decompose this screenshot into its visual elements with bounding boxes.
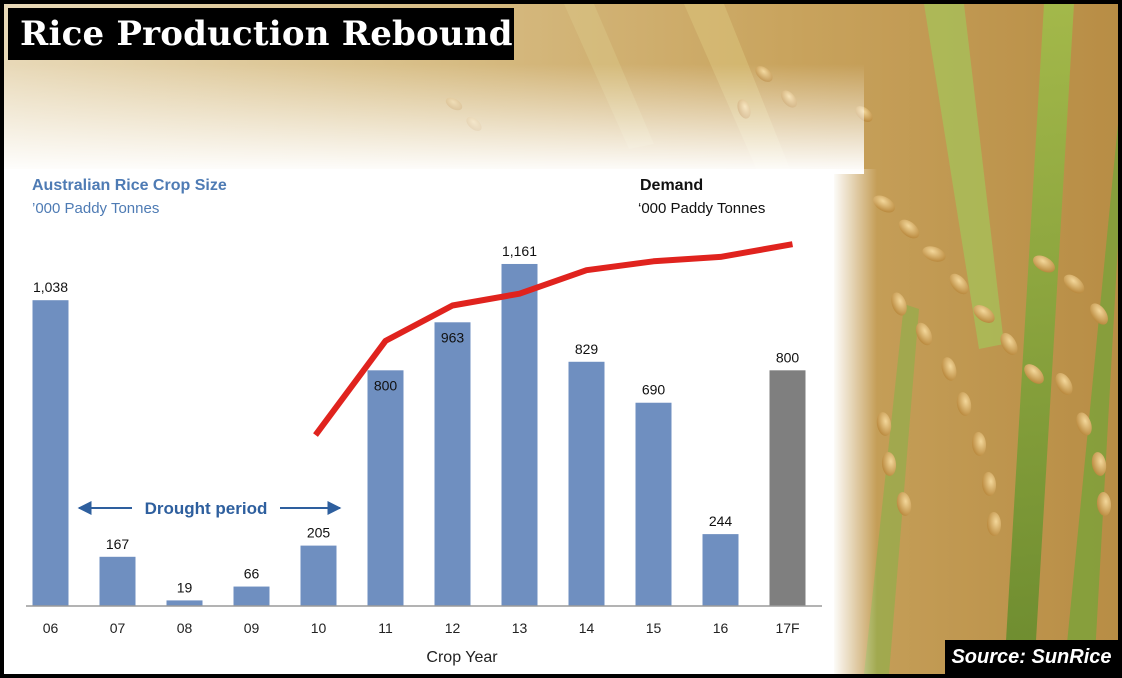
x-tick-12: 12 — [445, 620, 461, 636]
x-tick-07: 07 — [110, 620, 126, 636]
bars-group — [32, 263, 806, 606]
value-label-12: 963 — [441, 329, 465, 345]
x-tick-10: 10 — [311, 620, 327, 636]
bar-06 — [32, 300, 69, 606]
value-label-17F: 800 — [776, 349, 800, 365]
page-title: Rice Production Rebound — [8, 8, 514, 60]
value-label-16: 244 — [709, 513, 733, 529]
chart-subtitle: ’000 Paddy Tonnes — [32, 200, 159, 217]
value-labels-group: 1,038 167 19 66 205 800 963 1,161 829 690 244 800 — [33, 243, 799, 595]
value-label-07: 167 — [106, 536, 130, 552]
infographic-frame: Australian Rice Crop Size ’000 Paddy Ton… — [4, 4, 1118, 674]
bar-15 — [635, 402, 672, 606]
x-tick-16: 16 — [713, 620, 729, 636]
bar-11 — [367, 370, 404, 606]
value-label-15: 690 — [642, 382, 666, 398]
bar-17F — [769, 370, 806, 606]
source-credit: Source: SunRice — [945, 640, 1118, 674]
value-label-14: 829 — [575, 341, 599, 357]
rice-crop-chart: Australian Rice Crop Size ’000 Paddy Ton… — [4, 64, 877, 674]
value-label-10: 205 — [307, 525, 331, 541]
bar-08 — [166, 600, 203, 606]
bar-13 — [501, 263, 538, 606]
demand-subtitle: ‘000 Paddy Tonnes — [638, 200, 765, 217]
bar-10 — [300, 545, 337, 606]
value-label-13: 1,161 — [502, 243, 537, 259]
value-label-08: 19 — [177, 579, 193, 595]
bar-16 — [702, 534, 739, 606]
value-label-06: 1,038 — [33, 279, 68, 295]
x-tick-11: 11 — [378, 620, 393, 636]
bar-12 — [434, 322, 471, 606]
x-tick-08: 08 — [177, 620, 193, 636]
demand-title: Demand — [640, 177, 703, 194]
x-tick-13: 13 — [512, 620, 528, 636]
x-tick-17F: 17F — [775, 620, 799, 636]
x-tick-09: 09 — [244, 620, 260, 636]
drought-period-annotation: Drought period — [145, 499, 268, 518]
x-tick-06: 06 — [43, 620, 59, 636]
chart-title: Australian Rice Crop Size — [32, 177, 227, 194]
value-label-11: 800 — [374, 377, 398, 393]
x-tick-labels-group: 06 07 08 09 10 11 12 13 14 15 16 17F — [43, 620, 800, 636]
bar-07 — [99, 556, 136, 606]
x-axis-label: Crop Year — [426, 649, 498, 666]
demand-line — [313, 241, 794, 437]
bar-14 — [568, 361, 605, 606]
bar-09 — [233, 586, 270, 606]
x-tick-15: 15 — [646, 620, 662, 636]
x-tick-14: 14 — [579, 620, 595, 636]
value-label-09: 66 — [244, 566, 260, 582]
